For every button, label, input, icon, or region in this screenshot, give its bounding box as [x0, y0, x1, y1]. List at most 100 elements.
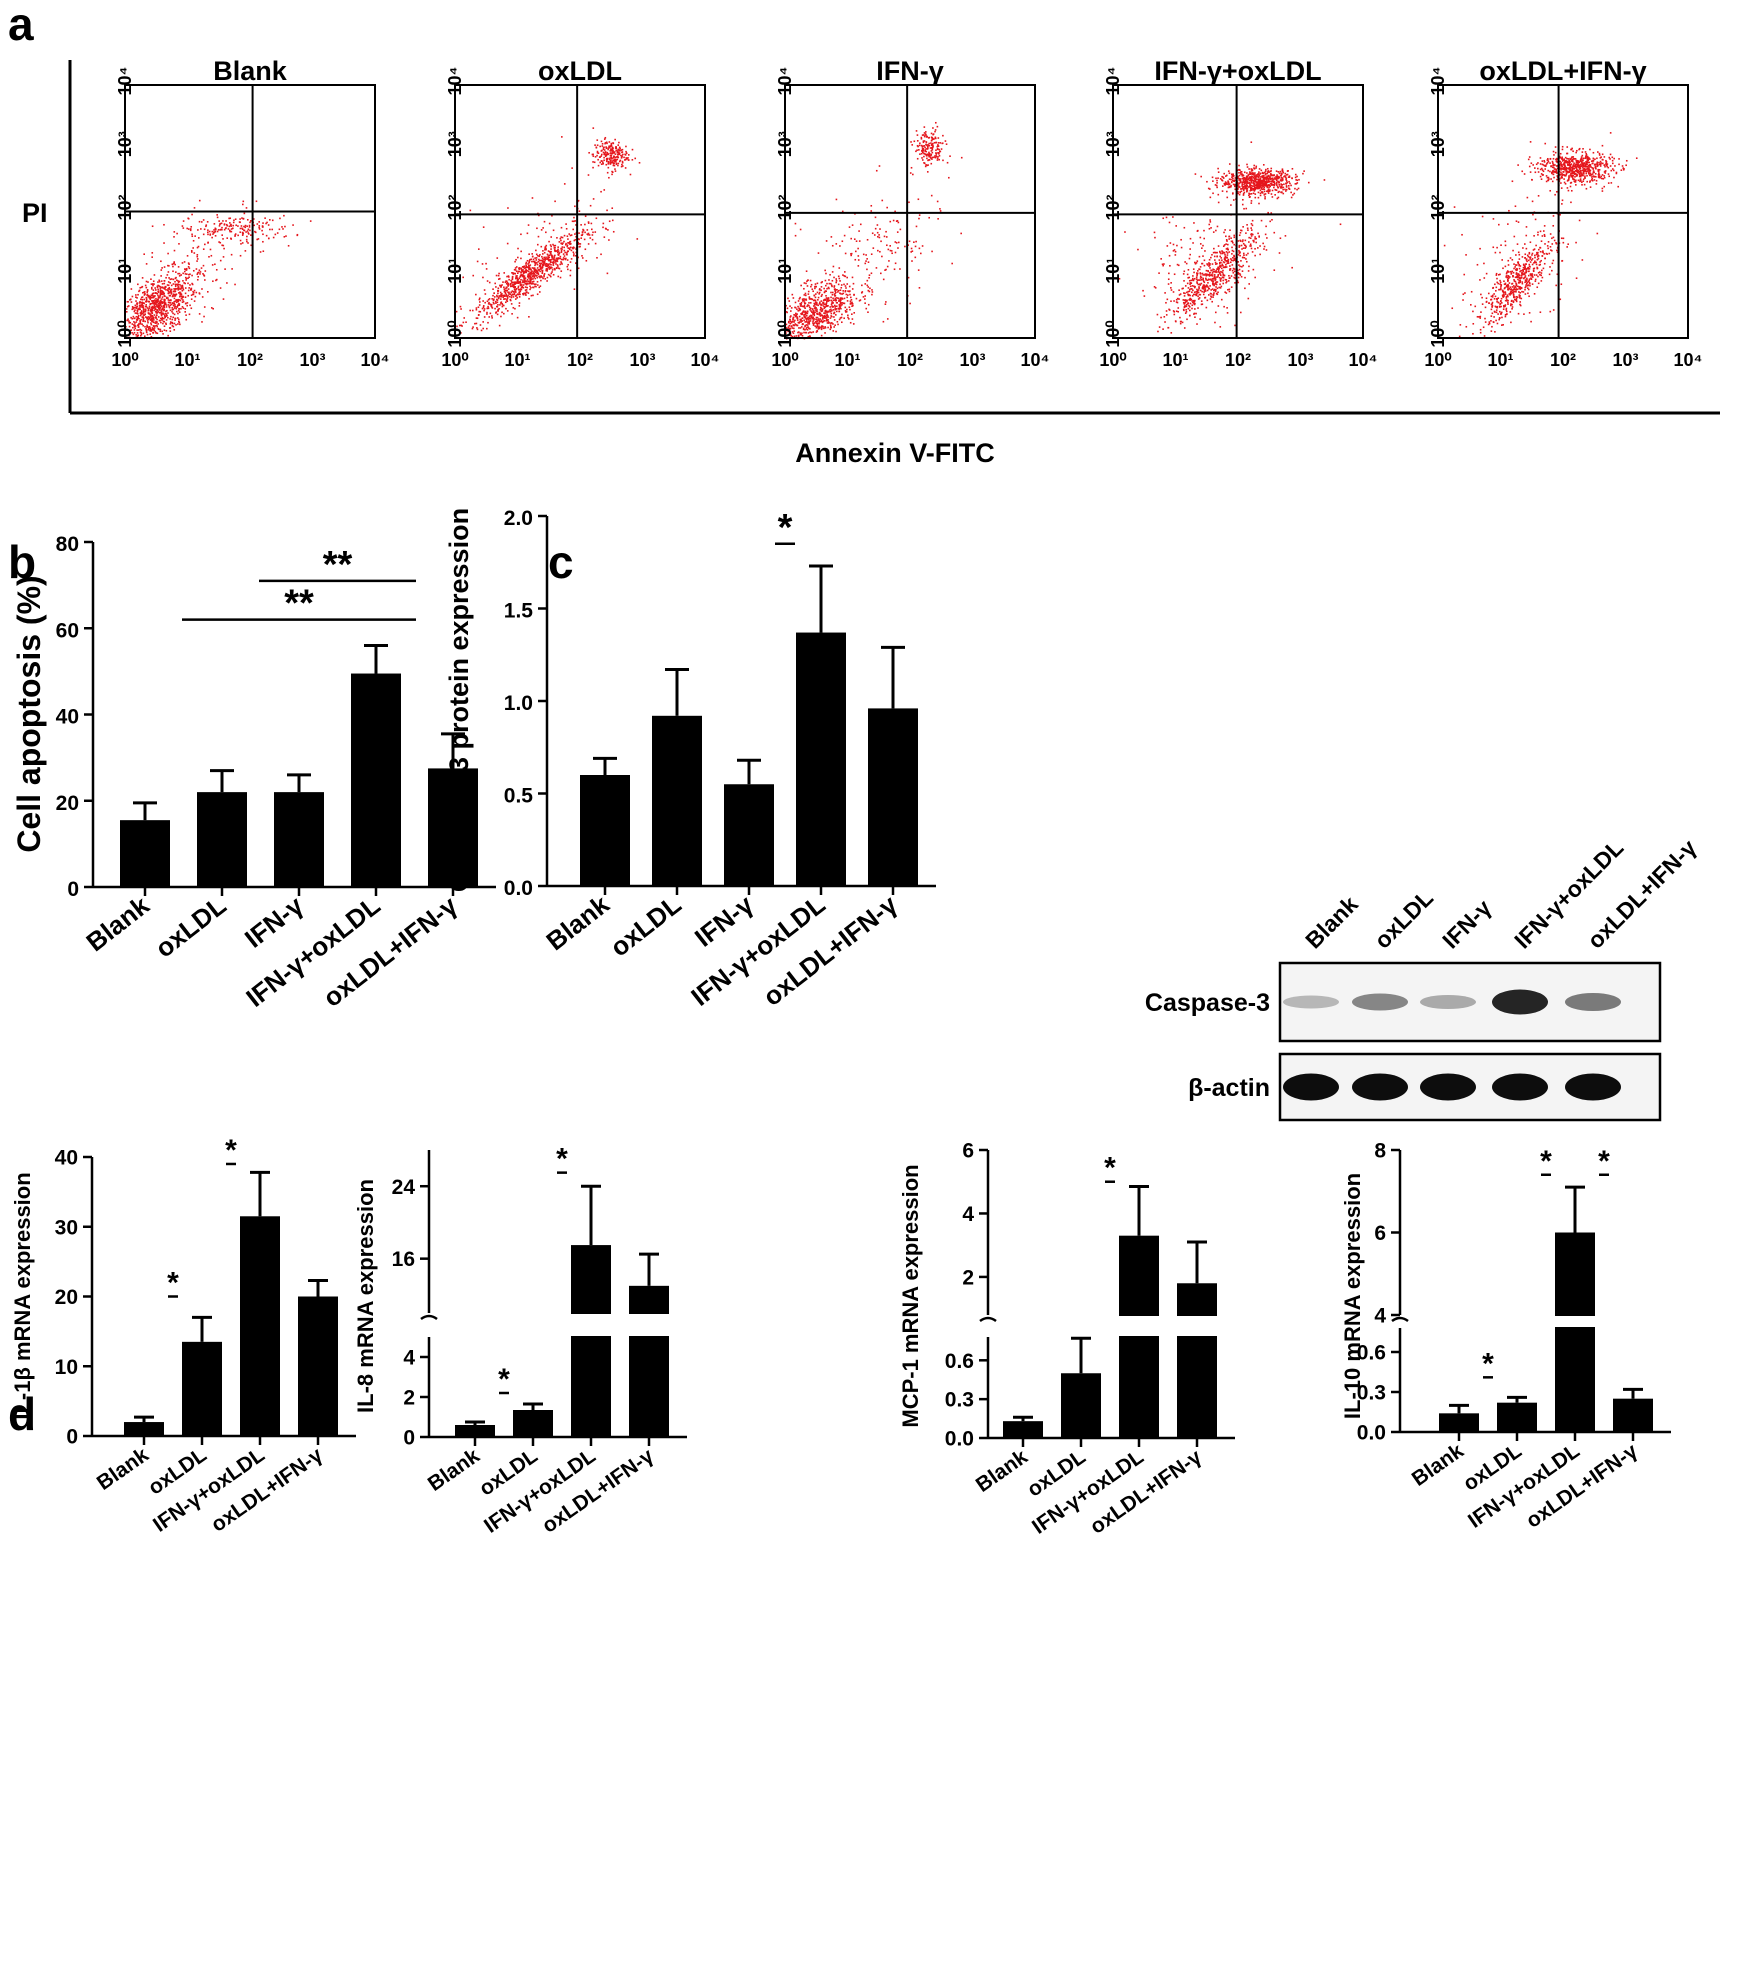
flow-point: [938, 158, 941, 161]
flow-point: [811, 311, 813, 313]
flow-point: [834, 288, 836, 290]
flow-point: [188, 263, 190, 266]
flow-point: [1213, 247, 1215, 250]
flow-point: [811, 298, 814, 301]
flow-point: [549, 275, 552, 278]
flow-point: [490, 306, 493, 308]
flow-point: [482, 276, 484, 279]
flow-point: [137, 326, 140, 328]
flow-point: [493, 302, 495, 305]
flow-point: [520, 233, 522, 236]
flow-point: [823, 287, 825, 290]
flow-point: [1225, 175, 1227, 177]
flow-point: [960, 232, 962, 235]
flow-point: [807, 279, 809, 282]
flow-point: [1172, 310, 1175, 312]
flow-point: [185, 277, 188, 280]
flow-point: [929, 147, 932, 149]
flow-point: [1198, 297, 1201, 299]
flow-point: [195, 291, 198, 294]
flow-point: [844, 275, 847, 278]
flow-point: [1242, 192, 1245, 195]
flow-point: [1216, 255, 1218, 258]
flow-point: [143, 291, 146, 293]
flow-point: [128, 320, 130, 322]
flow-point: [1232, 177, 1234, 180]
flow-point: [242, 203, 244, 206]
flow-point: [1272, 184, 1275, 186]
flow-point: [534, 263, 537, 265]
flow-point: [517, 282, 520, 284]
flow-point: [1224, 291, 1226, 294]
flow-point: [1226, 280, 1228, 283]
flow-point: [216, 230, 219, 233]
flow-point: [1267, 170, 1270, 172]
flow-point: [1241, 177, 1244, 180]
flow-point: [231, 268, 233, 270]
flow-point: [137, 308, 140, 311]
flow-point: [819, 318, 821, 320]
flow-point: [222, 238, 224, 240]
flow-point: [1219, 266, 1221, 268]
flow-point: [1254, 196, 1257, 199]
flow-point: [541, 267, 543, 269]
flow-point: [1502, 267, 1504, 270]
flow-point: [216, 214, 218, 216]
flow-point: [587, 222, 590, 224]
flow-point: [154, 295, 156, 297]
flow-point: [865, 260, 867, 262]
flow-point: [839, 317, 842, 319]
flow-point: [1219, 280, 1222, 282]
flow-point: [132, 315, 135, 318]
flow-point: [786, 311, 788, 314]
flow-point: [140, 333, 143, 336]
flow-point: [829, 309, 831, 311]
flow-point: [619, 159, 622, 162]
flow-point: [1173, 313, 1176, 316]
flow-point: [151, 320, 153, 323]
flow-point: [191, 233, 193, 236]
flow-point: [475, 322, 478, 325]
flow-point: [161, 330, 163, 333]
flow-point: [569, 261, 572, 263]
flow-point: [844, 290, 847, 293]
flow-ytick: 10²: [1103, 194, 1123, 220]
flow-point: [521, 275, 524, 278]
flow-point: [1246, 172, 1248, 174]
flow-xtick: 10¹: [174, 350, 200, 370]
flow-point: [561, 243, 564, 245]
flow-point: [604, 136, 607, 139]
flow-point: [145, 327, 147, 330]
flow-point: [920, 137, 923, 140]
flow-point: [258, 221, 260, 223]
flow-point: [495, 302, 497, 304]
flow-point: [159, 302, 161, 305]
flow-point: [1221, 179, 1223, 181]
flow-point: [1227, 181, 1230, 183]
flow-point: [151, 294, 154, 296]
flow-point: [799, 327, 802, 329]
flow-point: [511, 293, 514, 296]
flow-point: [196, 253, 199, 256]
flow-point: [462, 276, 464, 279]
flow-point: [493, 292, 495, 294]
flow-point: [1249, 173, 1251, 175]
flow-point: [135, 333, 137, 336]
flow-point: [1182, 273, 1185, 275]
flow-point: [1214, 251, 1216, 254]
flow-point: [1285, 186, 1288, 188]
flow-point: [834, 298, 837, 301]
flow-point: [1515, 272, 1518, 274]
flow-point: [803, 305, 806, 308]
flow-point: [1543, 253, 1545, 255]
flow-point: [154, 287, 156, 289]
flow-point: [193, 252, 196, 254]
flow-point: [536, 227, 538, 230]
flow-point: [1250, 184, 1253, 187]
flow-point: [785, 329, 788, 331]
flow-point: [151, 256, 153, 258]
flow-point: [1184, 301, 1187, 304]
flow-point: [558, 241, 561, 243]
flow-point: [1245, 232, 1247, 234]
flow-point: [536, 254, 539, 257]
